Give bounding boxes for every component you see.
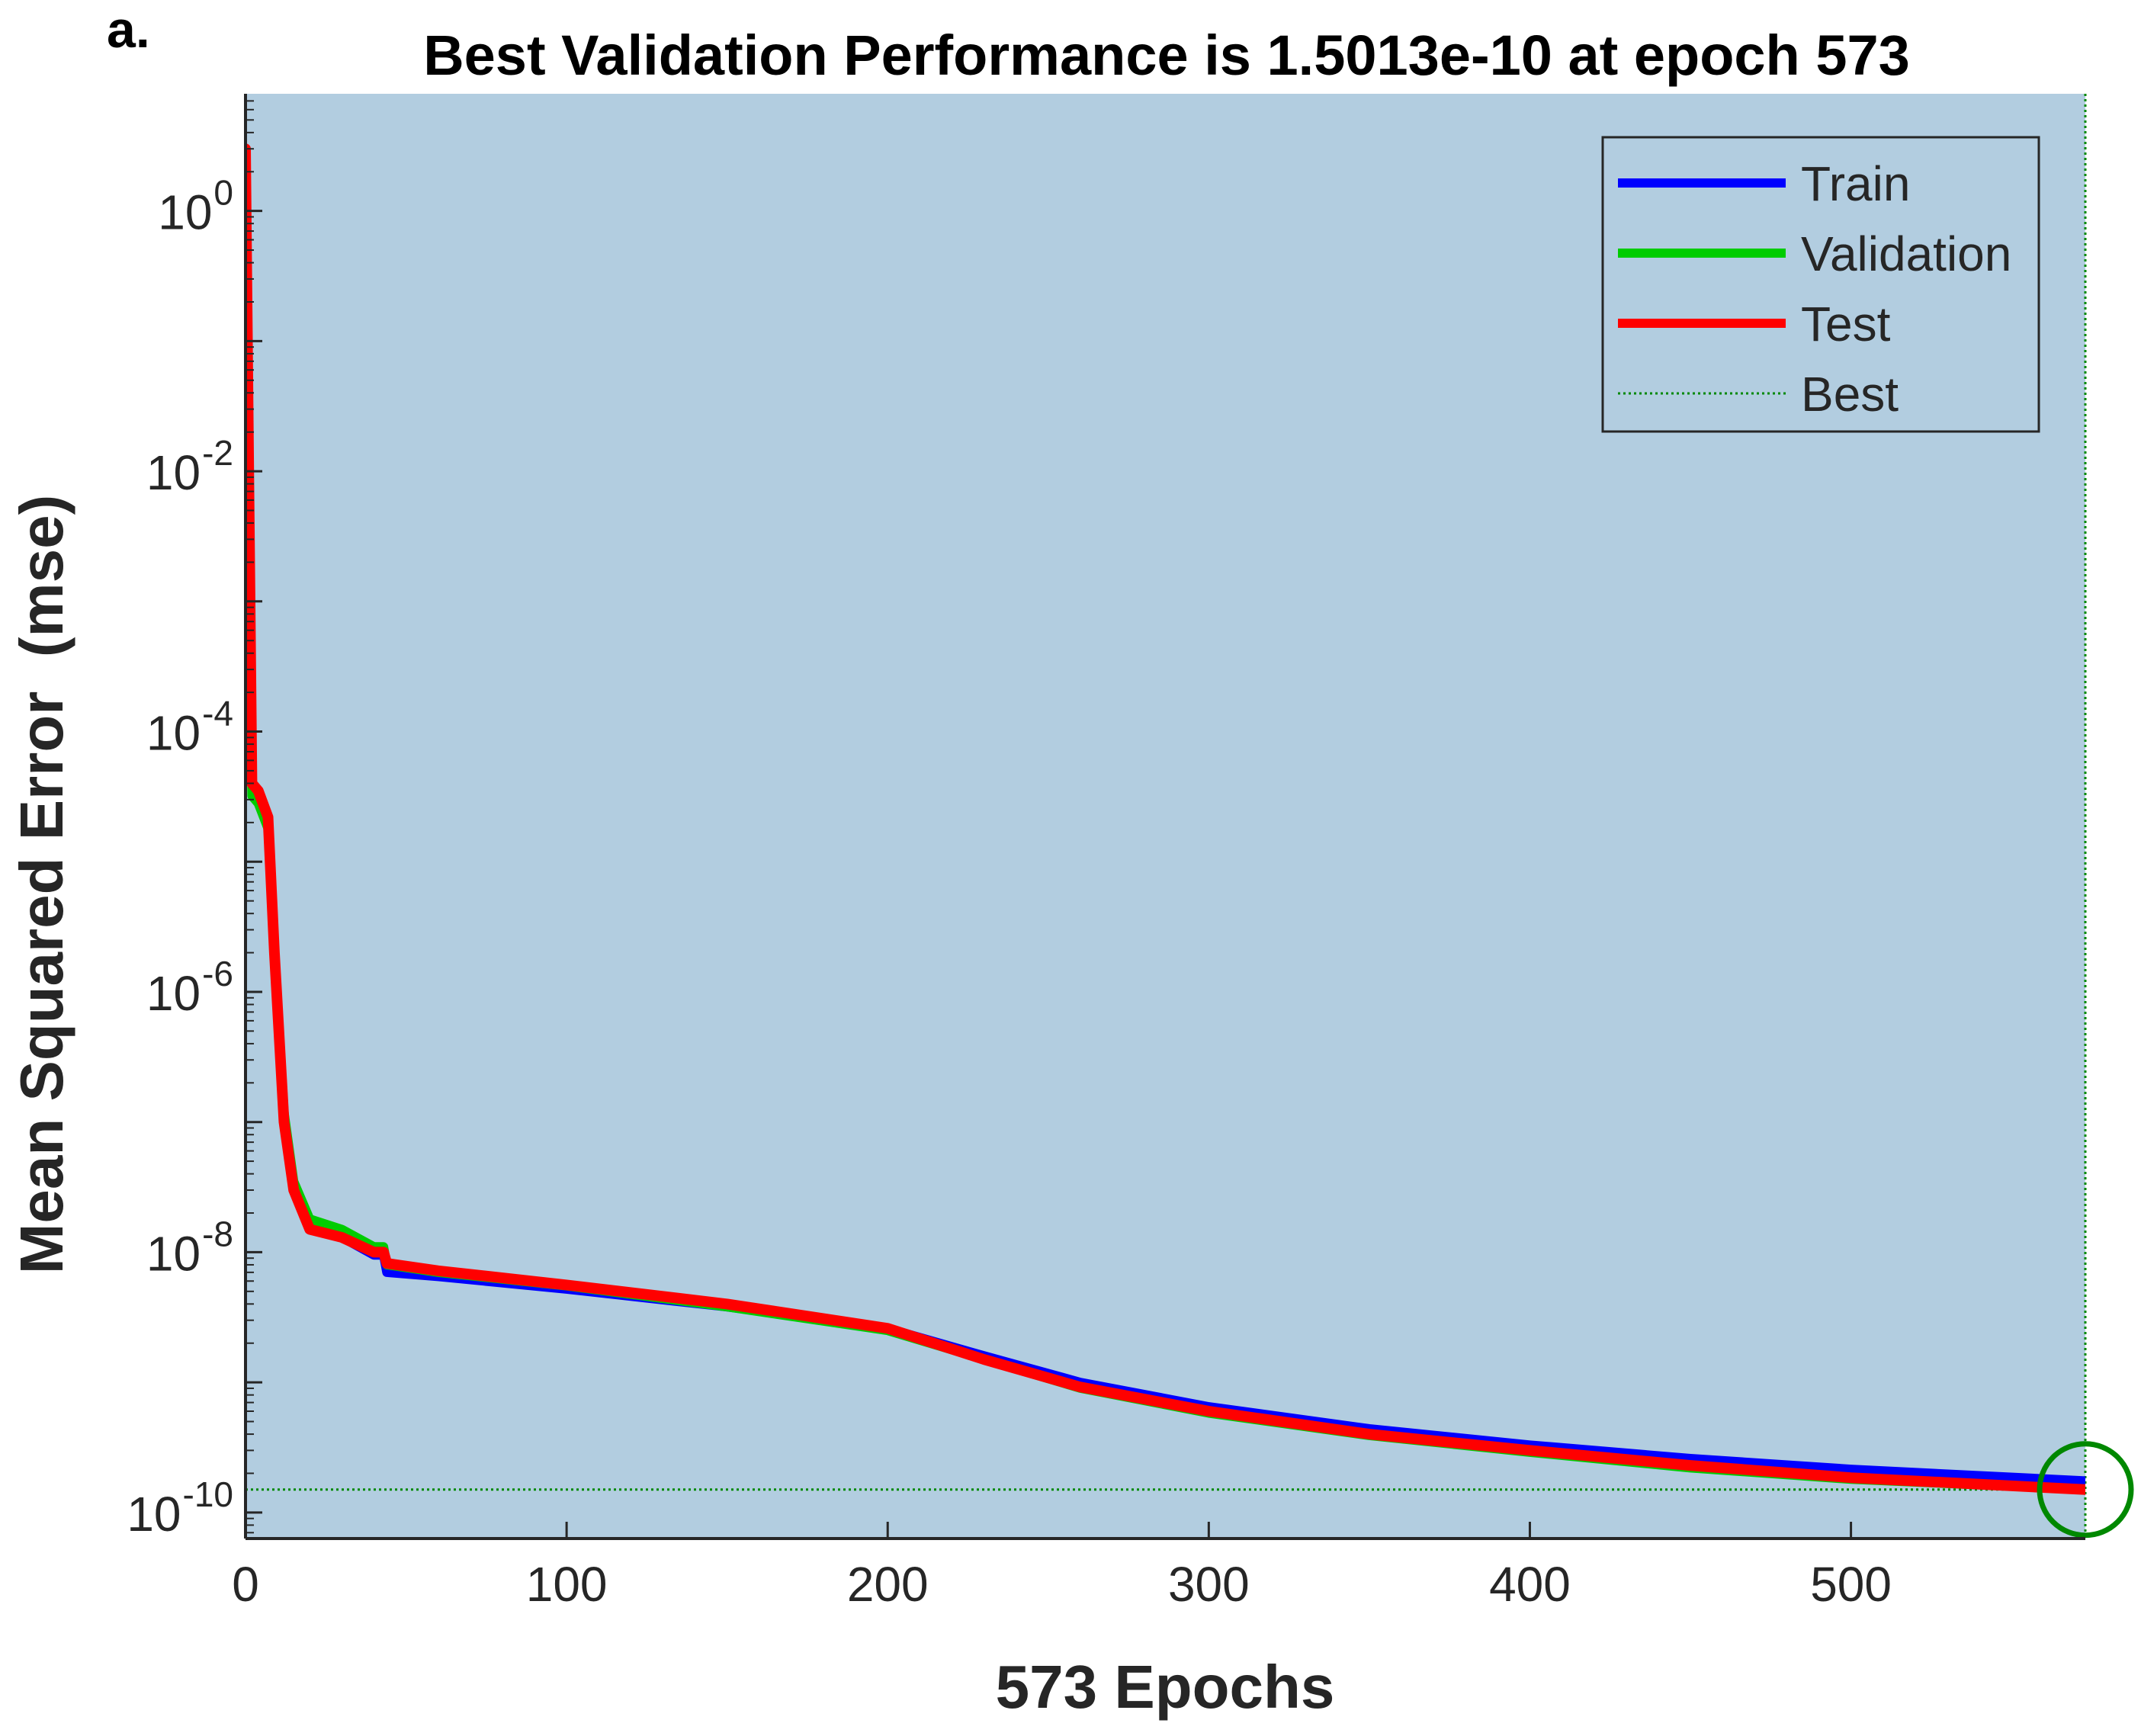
- y-tick-label: 10 -8: [146, 1214, 233, 1281]
- y-tick-power: -10: [183, 1474, 233, 1514]
- y-tick-base: 10: [158, 185, 212, 240]
- x-tick-label: 400: [1489, 1557, 1571, 1612]
- x-tick-label: 0: [232, 1557, 259, 1612]
- legend-label-validation: Validation: [1801, 226, 2011, 281]
- legend-label-best: Best: [1801, 367, 1899, 422]
- best-point-circle: [2037, 1441, 2134, 1539]
- y-tick-base: 10: [146, 445, 201, 500]
- y-tick-base: 10: [146, 706, 201, 761]
- series-lines: [246, 143, 2085, 1495]
- y-tick-power: -8: [202, 1214, 233, 1253]
- y-tick-label: 10 -6: [146, 954, 233, 1021]
- y-tick-label: 10 -10: [127, 1474, 233, 1542]
- panel-label: a.: [107, 1, 150, 59]
- x-tick-label: 500: [1810, 1557, 1892, 1612]
- y-tick-power: -6: [202, 954, 233, 993]
- legend-label-train: Train: [1801, 156, 1910, 211]
- y-tick-label: 10 -4: [146, 694, 233, 761]
- x-tick-label: 300: [1168, 1557, 1250, 1612]
- series-line-test: [246, 143, 2085, 1495]
- best-markers: [246, 94, 2087, 1539]
- x-ticks: 0 100 200 300 400 500: [232, 1522, 1892, 1612]
- legend: Train Validation Test Best: [1601, 136, 2040, 433]
- y-tick-base: 10: [146, 966, 201, 1021]
- y-tick-power: -2: [202, 433, 233, 473]
- chart-title: Best Validation Performance is 1.5013e-1…: [423, 24, 1910, 87]
- y-tick-power: 0: [213, 173, 233, 213]
- y-tick-base: 10: [127, 1487, 181, 1542]
- legend-label-test: Test: [1801, 297, 1891, 351]
- y-tick-label: 10 0: [158, 173, 233, 240]
- best-circle: [2037, 1441, 2134, 1539]
- x-axis-label: 573 Epochs: [996, 1653, 1335, 1721]
- y-tick-power: -4: [202, 694, 233, 733]
- y-tick-label: 10 -2: [146, 433, 233, 500]
- y-axis-label: Mean Squared Error (mse): [8, 495, 75, 1275]
- x-tick-label: 100: [526, 1557, 608, 1612]
- x-tick-label: 200: [847, 1557, 929, 1612]
- y-tick-base: 10: [146, 1226, 201, 1281]
